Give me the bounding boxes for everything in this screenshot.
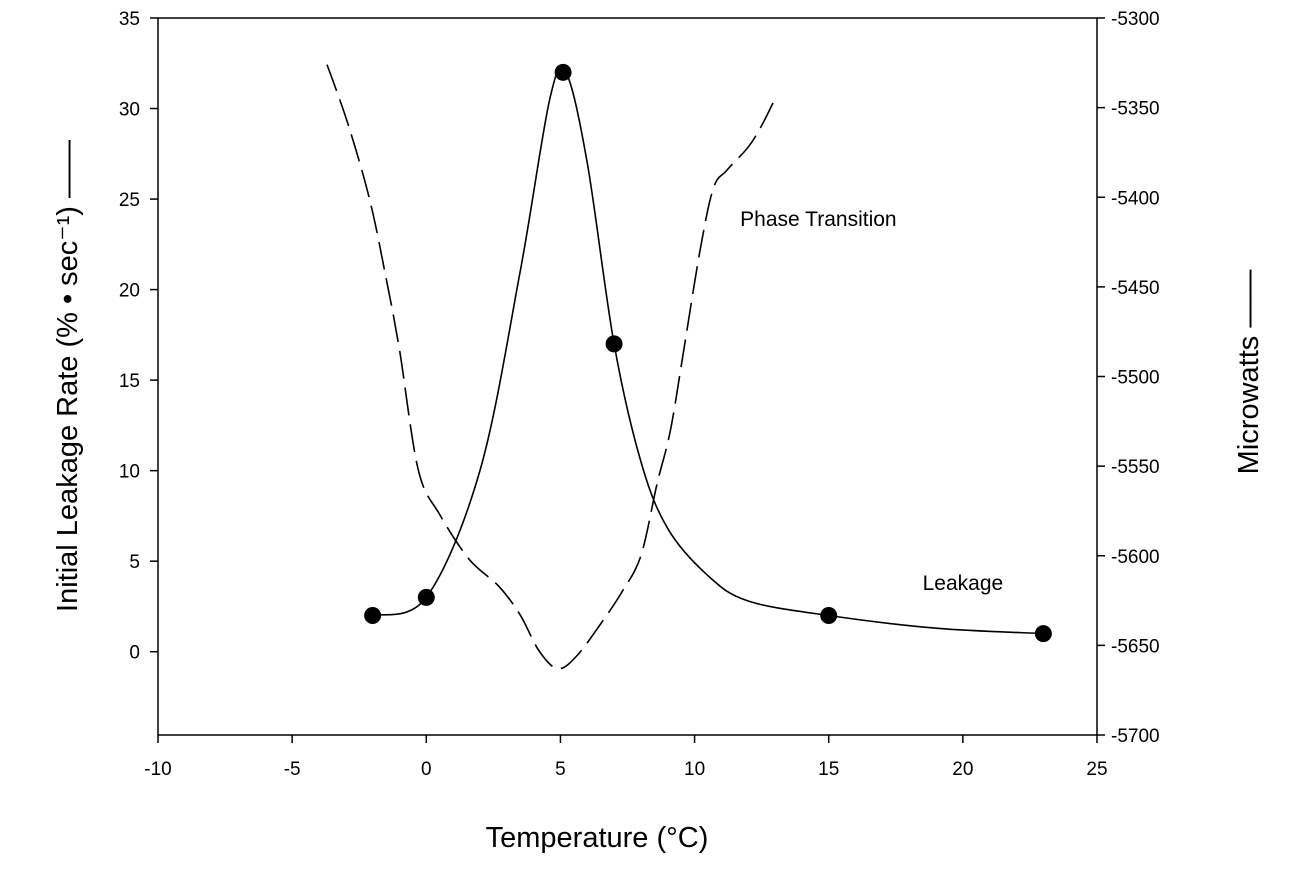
data-point <box>605 335 623 353</box>
y-right-tick-label: -5700 <box>1111 726 1160 747</box>
phase-transition-line <box>326 64 776 670</box>
data-point <box>364 607 382 624</box>
y-left-tick-label: 0 <box>129 643 140 664</box>
y-axis-left: 0 5 10 15 20 25 30 35 <box>119 9 158 664</box>
plot-frame <box>157 17 1098 736</box>
data-point <box>417 588 435 606</box>
y-right-tick-label: -5350 <box>1111 99 1160 120</box>
y-right-tick-label: -5600 <box>1111 547 1160 568</box>
data-point <box>820 607 838 624</box>
x-tick-label: 10 <box>684 759 705 780</box>
y-axis-left-label: Initial Leakage Rate (% • sec⁻¹) —— <box>52 140 84 612</box>
leakage-line <box>372 66 1044 635</box>
series-layer <box>326 63 1052 670</box>
y-right-tick-label: -5500 <box>1111 368 1160 389</box>
x-tick-label: -5 <box>284 759 301 780</box>
y-right-tick-label: -5400 <box>1111 188 1160 209</box>
data-point <box>1034 625 1052 643</box>
x-axis-label: Temperature (°C) <box>486 822 709 854</box>
y-right-tick-label: -5650 <box>1111 636 1160 657</box>
y-left-tick-label: 35 <box>119 9 140 30</box>
x-tick-label: 15 <box>818 759 839 780</box>
x-tick-label: 5 <box>555 759 566 780</box>
y-axis-right-label: Microwatts —— <box>1233 270 1265 475</box>
y-right-tick-label: -5450 <box>1111 278 1160 299</box>
y-left-tick-label: 15 <box>119 371 140 392</box>
data-point <box>554 63 572 81</box>
annotation-leakage: Leakage <box>923 572 1004 595</box>
y-right-tick-label: -5300 <box>1111 9 1160 30</box>
y-left-tick-label: 5 <box>129 552 140 573</box>
y-left-tick-label: 25 <box>119 190 140 211</box>
x-tick-label: 20 <box>952 759 973 780</box>
x-axis: -10 -5 0 5 10 15 20 25 <box>144 735 1108 780</box>
x-tick-label: -10 <box>144 759 171 780</box>
x-tick-label: 25 <box>1086 759 1107 780</box>
annotation-phase-transition: Phase Transition <box>740 208 896 231</box>
y-left-tick-label: 30 <box>119 100 140 121</box>
y-right-tick-label: -5550 <box>1111 457 1160 478</box>
y-left-tick-label: 10 <box>119 462 140 483</box>
x-tick-label: 0 <box>421 759 432 780</box>
y-left-tick-label: 20 <box>119 281 140 302</box>
y-axis-right: -5300 -5350 -5400 -5450 -5500 -5550 -5600 -5650… <box>1097 9 1160 747</box>
